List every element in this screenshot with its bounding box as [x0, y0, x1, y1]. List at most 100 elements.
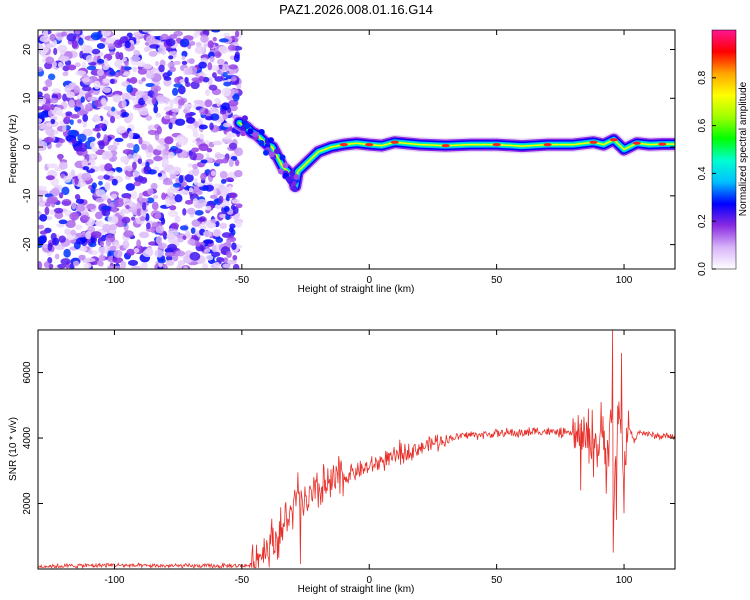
signal-track-halo: [267, 137, 274, 144]
noise-speckle: [74, 193, 81, 200]
noise-speckle: [188, 66, 193, 75]
signal-track-halo: [263, 149, 270, 156]
y-tick-label: 10: [22, 92, 33, 104]
noise-speckle: [163, 76, 172, 81]
noise-speckle: [53, 47, 58, 56]
noise-speckle: [68, 99, 75, 109]
noise-speckle: [227, 44, 236, 51]
noise-speckle: [43, 136, 54, 143]
noise-speckle: [105, 170, 115, 176]
noise-speckle: [234, 147, 244, 157]
noise-speckle: [205, 89, 211, 97]
noise-speckle: [184, 231, 191, 238]
noise-speckle: [165, 38, 176, 47]
noise-speckle: [120, 260, 127, 269]
noise-speckle: [98, 254, 104, 263]
noise-speckle: [141, 143, 148, 151]
noise-speckle: [229, 223, 236, 229]
noise-speckle: [184, 76, 189, 84]
noise-speckle: [187, 238, 196, 246]
noise-speckle: [222, 139, 233, 144]
noise-speckle: [57, 44, 68, 52]
noise-speckle: [82, 128, 93, 137]
noise-speckle: [143, 165, 149, 172]
snr-x-axis-label: Height of straight line (km): [298, 584, 415, 595]
signal-track-layer: [231, 115, 675, 194]
noise-speckle: [74, 176, 79, 186]
noise-speckle: [161, 158, 169, 166]
noise-speckle: [45, 127, 55, 136]
spectrogram-y-axis-label: Frequency (Hz): [8, 115, 19, 184]
noise-speckle: [121, 208, 129, 214]
noise-speckle: [188, 187, 194, 193]
noise-speckle: [207, 61, 213, 71]
x-tick-label: 100: [616, 575, 633, 586]
noise-speckle: [142, 30, 154, 33]
noise-speckle: [215, 237, 224, 243]
noise-speckle: [233, 54, 240, 63]
noise-speckle: [85, 55, 93, 63]
colorbar-tick-label: 0.2: [697, 214, 708, 228]
noise-speckle: [115, 51, 121, 60]
x-tick-label: 50: [491, 575, 503, 586]
y-tick-label: -10: [22, 188, 33, 203]
noise-speckle: [173, 148, 183, 154]
noise-speckle: [207, 40, 214, 49]
noise-speckle: [74, 30, 81, 35]
noise-speckle: [68, 82, 75, 90]
snr-plot-area: [38, 330, 675, 569]
noise-speckle: [103, 106, 112, 111]
noise-speckle: [172, 182, 182, 188]
noise-speckle: [93, 80, 101, 90]
noise-speckle: [58, 138, 66, 144]
signal-track-peak: [441, 143, 450, 148]
noise-speckle: [58, 235, 67, 243]
noise-speckle: [186, 124, 197, 129]
spectrogram-x-axis-label: Height of straight line (km): [298, 284, 415, 295]
noise-speckle: [109, 51, 115, 56]
noise-speckle: [38, 185, 47, 191]
noise-speckle: [58, 153, 63, 161]
noise-speckle: [96, 132, 101, 139]
noise-speckle: [189, 151, 197, 161]
noise-speckle: [81, 158, 88, 167]
noise-speckle: [143, 94, 148, 102]
colorbar-tick-label: 0.0: [697, 262, 708, 276]
noise-speckle: [223, 205, 230, 213]
noise-speckle: [133, 181, 142, 187]
noise-speckle: [153, 87, 158, 96]
noise-speckle: [132, 152, 139, 161]
noise-speckle: [171, 87, 179, 96]
noise-speckle: [63, 248, 71, 258]
noise-speckle: [169, 99, 174, 108]
noise-speckle: [66, 91, 75, 99]
signal-track-halo: [247, 128, 254, 135]
noise-speckle: [191, 219, 201, 227]
noise-speckle: [47, 110, 53, 117]
noise-speckle-layer: [38, 30, 244, 269]
noise-speckle: [181, 55, 186, 60]
noise-speckle: [209, 122, 214, 131]
noise-speckle: [212, 140, 223, 146]
noise-speckle: [114, 59, 123, 68]
noise-speckle: [204, 99, 213, 108]
signal-track-peak: [589, 140, 598, 144]
noise-speckle: [131, 190, 137, 200]
noise-speckle: [220, 178, 227, 184]
noise-speckle: [195, 241, 201, 247]
signal-track-halo: [241, 115, 248, 122]
noise-speckle: [214, 97, 220, 104]
noise-speckle: [215, 153, 226, 158]
y-tick-label: 0: [22, 144, 33, 150]
signal-track-halo: [277, 168, 284, 175]
noise-speckle: [179, 38, 190, 48]
noise-speckle: [75, 70, 87, 77]
signal-track-halo: [268, 151, 275, 158]
noise-speckle: [47, 195, 58, 204]
snr-x-ticks: -100 -50 0 50 100: [104, 330, 633, 586]
noise-speckle: [105, 239, 112, 247]
noise-speckle: [107, 144, 118, 152]
noise-speckle: [90, 32, 102, 41]
noise-speckle: [72, 260, 80, 267]
signal-track-peak: [339, 143, 348, 147]
